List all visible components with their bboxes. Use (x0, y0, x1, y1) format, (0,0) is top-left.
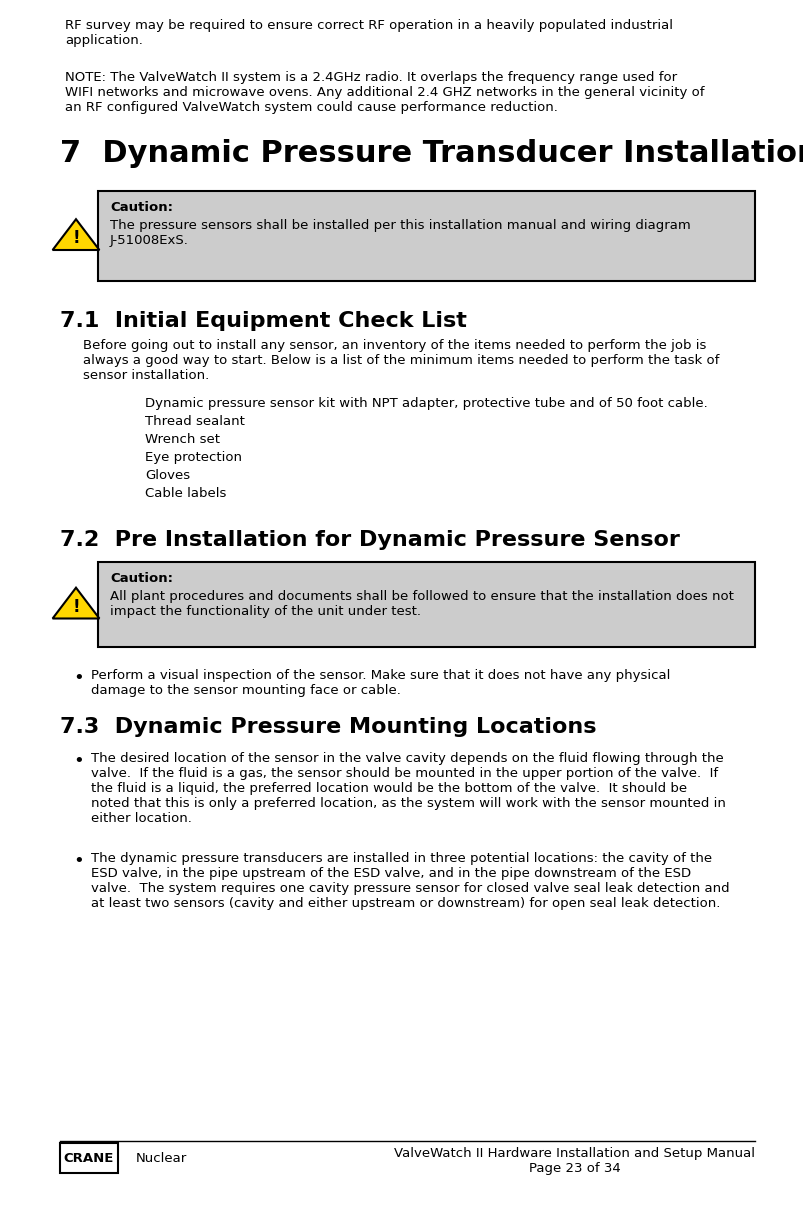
FancyBboxPatch shape (98, 562, 754, 647)
Text: 7.2  Pre Installation for Dynamic Pressure Sensor: 7.2 Pre Installation for Dynamic Pressur… (60, 530, 679, 550)
Text: Wrench set: Wrench set (145, 433, 220, 446)
Text: Thread sealant: Thread sealant (145, 414, 245, 428)
Text: 7.3  Dynamic Pressure Mounting Locations: 7.3 Dynamic Pressure Mounting Locations (60, 717, 596, 737)
Text: The pressure sensors shall be installed per this installation manual and wiring : The pressure sensors shall be installed … (110, 219, 690, 247)
Text: •: • (73, 752, 84, 770)
Text: !: ! (72, 597, 79, 616)
Polygon shape (52, 588, 100, 618)
Text: All plant procedures and documents shall be followed to ensure that the installa: All plant procedures and documents shall… (110, 590, 733, 618)
Text: Cable labels: Cable labels (145, 488, 226, 500)
Text: 7.1  Initial Equipment Check List: 7.1 Initial Equipment Check List (60, 311, 467, 332)
Text: Gloves: Gloves (145, 469, 190, 482)
Text: Eye protection: Eye protection (145, 451, 242, 464)
Polygon shape (52, 219, 100, 250)
Text: •: • (73, 669, 84, 688)
Text: !: ! (72, 229, 79, 247)
Text: ValveWatch II Hardware Installation and Setup Manual
Page 23 of 34: ValveWatch II Hardware Installation and … (393, 1147, 754, 1175)
Text: NOTE: The ValveWatch II system is a 2.4GHz radio. It overlaps the frequency rang: NOTE: The ValveWatch II system is a 2.4G… (65, 71, 703, 115)
FancyBboxPatch shape (98, 191, 754, 282)
Text: Caution:: Caution: (110, 201, 173, 215)
Text: Before going out to install any sensor, an inventory of the items needed to perf: Before going out to install any sensor, … (83, 339, 719, 382)
Text: •: • (73, 852, 84, 870)
Text: Caution:: Caution: (110, 572, 173, 585)
Text: 7  Dynamic Pressure Transducer Installation: 7 Dynamic Pressure Transducer Installati… (60, 139, 803, 168)
Text: Nuclear: Nuclear (136, 1152, 187, 1164)
Text: The desired location of the sensor in the valve cavity depends on the fluid flow: The desired location of the sensor in th… (91, 752, 725, 825)
Text: RF survey may be required to ensure correct RF operation in a heavily populated : RF survey may be required to ensure corr… (65, 20, 672, 48)
Text: Dynamic pressure sensor kit with NPT adapter, protective tube and of 50 foot cab: Dynamic pressure sensor kit with NPT ada… (145, 397, 707, 410)
Text: The dynamic pressure transducers are installed in three potential locations: the: The dynamic pressure transducers are ins… (91, 852, 728, 911)
Text: CRANE: CRANE (63, 1152, 114, 1164)
FancyBboxPatch shape (60, 1143, 118, 1173)
Text: Perform a visual inspection of the sensor. Make sure that it does not have any p: Perform a visual inspection of the senso… (91, 669, 670, 697)
